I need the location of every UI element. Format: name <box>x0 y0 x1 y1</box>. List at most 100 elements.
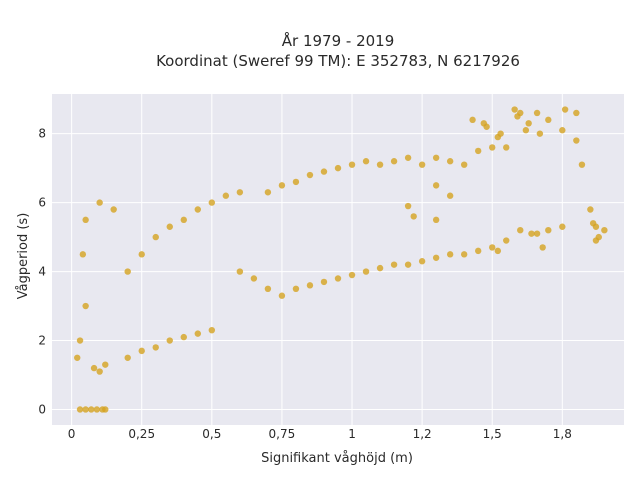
data-point <box>96 368 103 375</box>
data-point <box>539 244 546 251</box>
data-point <box>96 199 103 206</box>
data-point <box>264 189 272 196</box>
data-point <box>545 226 552 234</box>
x-tick-label: 1,5 <box>483 427 502 441</box>
data-point <box>278 182 286 189</box>
data-point <box>528 230 535 237</box>
data-point <box>460 161 468 168</box>
data-point <box>320 168 328 175</box>
data-point <box>592 237 600 244</box>
data-point <box>138 251 145 258</box>
x-tick-label: 0,75 <box>269 427 296 441</box>
data-point <box>362 268 370 275</box>
data-point <box>601 226 608 234</box>
data-point <box>82 216 89 224</box>
x-tick-label: 0,25 <box>128 427 155 441</box>
data-point <box>587 206 594 213</box>
data-point <box>503 237 510 244</box>
data-point <box>102 406 109 413</box>
data-point <box>306 282 314 289</box>
data-points <box>74 106 608 413</box>
data-point <box>376 161 384 168</box>
data-point <box>82 302 89 310</box>
data-point <box>573 109 580 117</box>
data-point <box>410 213 417 220</box>
data-point <box>474 247 482 255</box>
data-point <box>166 223 173 230</box>
data-point <box>514 113 521 120</box>
data-point <box>404 261 412 268</box>
data-point <box>292 178 300 186</box>
data-point <box>497 130 504 137</box>
data-point <box>320 278 328 286</box>
data-point <box>236 189 244 196</box>
data-point <box>82 406 89 413</box>
chart-title-line-1: År 1979 - 2019 <box>282 31 395 50</box>
data-point <box>208 199 216 206</box>
data-point <box>348 161 356 168</box>
data-point <box>222 192 230 199</box>
x-tick-label: 1,2 <box>413 427 432 441</box>
data-point <box>522 127 530 134</box>
data-point <box>418 258 426 265</box>
x-tick-label: 1 <box>348 427 356 441</box>
y-tick-label: 6 <box>38 196 46 210</box>
x-tick-label: 0 <box>68 427 76 441</box>
plot-background <box>52 94 624 425</box>
data-point <box>390 261 398 268</box>
data-point <box>236 268 244 275</box>
data-point <box>503 144 510 151</box>
data-point <box>124 268 131 275</box>
data-point <box>432 182 440 189</box>
data-point <box>533 109 541 117</box>
y-axis-title: Vågperiod (s) <box>16 213 31 300</box>
data-point <box>194 206 202 213</box>
data-point <box>432 254 440 261</box>
y-tick-label: 8 <box>38 127 46 141</box>
data-point <box>306 171 314 179</box>
data-point <box>432 154 440 161</box>
data-point <box>460 251 468 258</box>
data-point <box>152 233 159 241</box>
data-point <box>90 364 98 372</box>
data-point <box>194 330 202 337</box>
data-point <box>494 247 502 255</box>
data-point <box>264 285 272 293</box>
x-tick-label: 1,8 <box>553 427 572 441</box>
data-point <box>578 161 586 168</box>
data-point <box>93 406 101 413</box>
data-point <box>559 223 566 230</box>
data-point <box>362 158 370 165</box>
data-point <box>432 216 440 224</box>
y-tick-label: 2 <box>38 334 46 348</box>
data-point <box>390 158 398 165</box>
data-point <box>489 144 496 151</box>
data-point <box>180 216 187 224</box>
data-point <box>404 202 412 210</box>
data-point <box>446 192 454 199</box>
data-point <box>511 106 518 113</box>
data-point <box>592 223 600 230</box>
data-point <box>561 106 569 113</box>
data-point <box>348 271 356 279</box>
y-tick-label: 4 <box>38 265 46 279</box>
data-point <box>278 292 286 299</box>
data-point <box>76 337 84 344</box>
data-point <box>79 251 87 258</box>
data-point <box>124 354 131 361</box>
chart-title-line-2: Koordinat (Sweref 99 TM): E 352783, N 62… <box>156 52 520 70</box>
data-point <box>573 137 580 144</box>
data-point <box>334 164 342 172</box>
x-axis-title: Signifikant våghöjd (m) <box>261 451 413 466</box>
data-point <box>418 161 426 168</box>
data-point <box>536 130 544 137</box>
data-point <box>88 406 95 413</box>
data-point <box>180 333 187 341</box>
data-point <box>446 158 454 165</box>
data-point <box>446 251 454 258</box>
data-point <box>166 337 173 344</box>
data-point <box>138 347 145 355</box>
data-point <box>292 285 300 293</box>
